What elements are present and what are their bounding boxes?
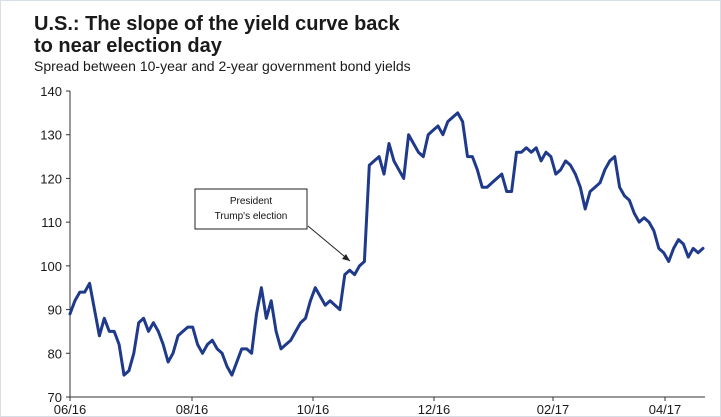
x-tick-label: 06/16	[54, 402, 87, 417]
annotation-text-line-2: Trump's election	[215, 211, 288, 222]
annotation-text-line-1: President	[230, 196, 272, 207]
y-tick-label: 80	[48, 346, 62, 361]
spread-series-line	[68, 111, 705, 377]
annotation-arrow-head	[342, 254, 350, 261]
y-tick-label: 130	[40, 128, 62, 143]
y-tick-label: 90	[48, 303, 62, 318]
y-tick-label: 140	[40, 84, 62, 99]
y-tick-label: 70	[48, 390, 62, 405]
annotation-box	[194, 188, 308, 230]
series-layer	[68, 111, 705, 377]
x-tick-label: 08/16	[176, 402, 209, 417]
chart-axes: 70 80 90 100 110 120 130 140 06/16 08/16 10/16 12/1…	[40, 84, 705, 417]
chart-subtitle: Spread between 10-year and 2-year govern…	[34, 58, 411, 74]
x-tick-label: 04/17	[649, 402, 682, 417]
y-tick-label: 110	[41, 215, 62, 230]
chart-title-line-2: to near election day	[34, 35, 222, 57]
x-tick-label: 10/16	[297, 402, 330, 417]
annotation-arrow-line	[307, 225, 351, 262]
chart-title-line-1: U.S.: The slope of the yield curve back	[34, 13, 400, 35]
x-tick-label: 02/17	[537, 402, 570, 417]
y-tick-label: 120	[40, 171, 62, 186]
annotation-layer: President Trump's election	[194, 188, 351, 262]
chart-title: U.S.: The slope of the yield curve back …	[34, 13, 534, 57]
y-tick-label: 100	[40, 259, 62, 274]
x-tick-label: 12/16	[418, 402, 451, 417]
